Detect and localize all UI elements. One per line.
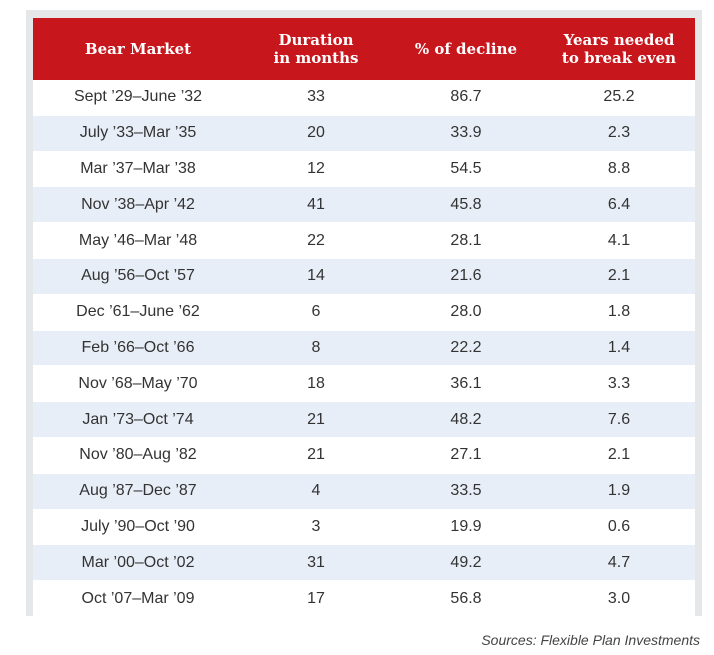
cell-bear-market: Sept ’29–June ’32 [73,88,203,106]
cell-duration: 6 [311,303,321,321]
table-row: Aug ’56–Oct ’57 14 21.6 2.1 [33,258,695,295]
cell-bear-market: May ’46–Mar ’48 [78,231,198,249]
cell-break-even: 25.2 [603,88,635,106]
cell-bear-market: Jan ’73–Oct ’74 [82,410,194,428]
header-duration-line-1: Duration [278,31,354,49]
cell-duration: 33 [307,88,325,106]
cell-break-even: 8.8 [607,159,631,177]
table-row: Dec ’61–June ’62 6 28.0 1.8 [33,294,695,331]
cell-bear-market: Aug ’87–Dec ’87 [79,482,197,500]
cell-decline: 49.2 [450,553,482,571]
bear-market-table: Bear Market Duration in months % of decl… [33,18,695,617]
cell-decline: 33.9 [450,124,482,142]
cell-break-even: 4.7 [607,553,631,571]
cell-decline: 28.1 [450,231,482,249]
header-break-even: Years needed to break even [543,18,695,80]
table-row: Nov ’38–Apr ’42 41 45.8 6.4 [33,187,695,224]
cell-break-even: 3.3 [607,374,631,392]
cell-break-even: 0.6 [607,517,631,535]
cell-decline: 45.8 [450,195,482,213]
cell-break-even: 1.9 [607,482,631,500]
table-body: Sept ’29–June ’32 33 86.7 25.2 July ’33–Mar … [33,80,695,617]
cell-decline: 56.8 [450,589,482,607]
header-break-even-line-1: Years needed [563,31,675,49]
cell-bear-market: Nov ’80–Aug ’82 [79,446,197,464]
cell-decline: 86.7 [450,88,482,106]
cell-bear-market: Dec ’61–June ’62 [76,303,200,321]
cell-bear-market: July ’90–Oct ’90 [81,517,195,535]
cell-duration: 12 [307,159,325,177]
cell-bear-market: Mar ’37–Mar ’38 [80,159,196,177]
cell-duration: 8 [311,338,321,356]
table-row: Feb ’66–Oct ’66 8 22.2 1.4 [33,330,695,367]
cell-break-even: 2.3 [607,124,631,142]
table-row: Aug ’87–Dec ’87 4 33.5 1.9 [33,473,695,510]
cell-break-even: 7.6 [607,410,631,428]
cell-duration: 3 [311,517,321,535]
table-row: July ’33–Mar ’35 20 33.9 2.3 [33,115,695,152]
cell-decline: 27.1 [450,446,482,464]
cell-bear-market: Feb ’66–Oct ’66 [81,338,195,356]
cell-bear-market: Aug ’56–Oct ’57 [81,267,195,285]
source-note: Sources: Flexible Plan Investments [481,632,700,648]
table-header: Bear Market Duration in months % of decl… [33,18,695,80]
cell-break-even: 4.1 [607,231,631,249]
header-duration-line-2: in months [273,49,359,67]
cell-break-even: 1.4 [607,338,631,356]
cell-bear-market: Nov ’38–Apr ’42 [81,195,195,213]
cell-decline: 54.5 [450,159,482,177]
cell-break-even: 2.1 [607,267,631,285]
cell-decline: 22.2 [450,338,482,356]
cell-duration: 31 [307,553,325,571]
cell-duration: 20 [307,124,325,142]
cell-bear-market: July ’33–Mar ’35 [79,124,197,142]
cell-bear-market: Oct ’07–Mar ’09 [81,589,195,607]
table-row: Nov ’80–Aug ’82 21 27.1 2.1 [33,437,695,474]
cell-decline: 33.5 [450,482,482,500]
table-row: Sept ’29–June ’32 33 86.7 25.2 [33,80,695,116]
header-bear-market: Bear Market [33,18,243,80]
cell-duration: 21 [307,410,325,428]
header-decline: % of decline [389,18,543,80]
cell-duration: 22 [307,231,325,249]
cell-bear-market: Mar ’00–Oct ’02 [81,553,195,571]
header-decline-line-1: % of decline [414,40,518,58]
table-row: Nov ’68–May ’70 18 36.1 3.3 [33,366,695,403]
cell-duration: 41 [307,195,325,213]
cell-decline: 28.0 [450,303,482,321]
cell-break-even: 3.0 [607,589,631,607]
cell-decline: 21.6 [450,267,482,285]
table-row: Oct ’07–Mar ’09 17 56.8 3.0 [33,581,695,617]
cell-break-even: 6.4 [607,195,631,213]
cell-duration: 17 [307,589,325,607]
table-row: July ’90–Oct ’90 3 19.9 0.6 [33,509,695,546]
cell-duration: 14 [307,267,325,285]
header-break-even-line-2: to break even [561,49,677,67]
cell-decline: 36.1 [450,374,482,392]
cell-duration: 4 [311,482,321,500]
header-bear-market-line-1: Bear Market [84,40,192,58]
cell-break-even: 2.1 [607,446,631,464]
cell-duration: 18 [307,374,325,392]
table-row: Jan ’73–Oct ’74 21 48.2 7.6 [33,402,695,438]
header-duration: Duration in months [243,18,389,80]
table-row: Mar ’00–Oct ’02 31 49.2 4.7 [33,545,695,582]
table-row: May ’46–Mar ’48 22 28.1 4.1 [33,223,695,259]
cell-decline: 48.2 [450,410,482,428]
table-row: Mar ’37–Mar ’38 12 54.5 8.8 [33,151,695,188]
cell-break-even: 1.8 [607,303,631,321]
cell-decline: 19.9 [450,517,482,535]
cell-bear-market: Nov ’68–May ’70 [78,374,198,392]
cell-duration: 21 [307,446,325,464]
